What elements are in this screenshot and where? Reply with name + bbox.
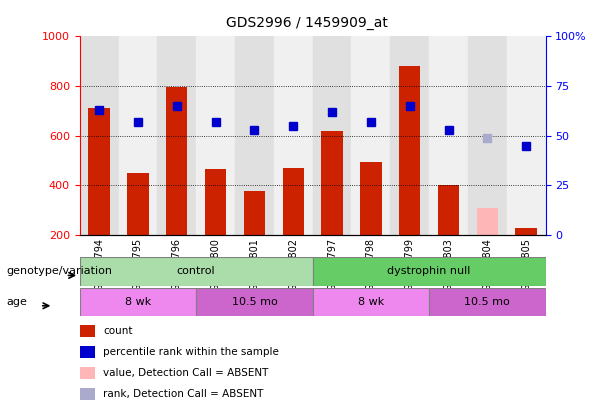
Bar	[360, 162, 381, 235]
Bar	[274, 36, 313, 235]
Bar	[128, 173, 148, 235]
Bar	[80, 346, 94, 358]
Bar	[351, 36, 390, 235]
Text: rank, Detection Call = ABSENT: rank, Detection Call = ABSENT	[103, 389, 264, 399]
Bar	[80, 288, 196, 316]
Text: value, Detection Call = ABSENT: value, Detection Call = ABSENT	[103, 368, 268, 378]
Text: age: age	[6, 297, 27, 307]
Bar	[283, 168, 304, 235]
Bar	[477, 208, 498, 235]
Bar	[205, 169, 226, 235]
Text: 8 wk: 8 wk	[125, 297, 151, 307]
Bar	[80, 367, 94, 379]
Bar	[235, 36, 274, 235]
Text: 8 wk: 8 wk	[358, 297, 384, 307]
Text: 10.5 mo: 10.5 mo	[465, 297, 510, 307]
Bar	[313, 36, 351, 235]
Bar	[438, 185, 459, 235]
Bar	[80, 257, 313, 286]
Bar	[321, 131, 343, 235]
Text: 10.5 mo: 10.5 mo	[232, 297, 277, 307]
Text: percentile rank within the sample: percentile rank within the sample	[103, 347, 279, 357]
Bar	[118, 36, 158, 235]
Bar	[313, 288, 429, 316]
Bar	[166, 87, 188, 235]
Bar	[158, 36, 196, 235]
Bar	[196, 36, 235, 235]
Text: dystrophin null: dystrophin null	[387, 266, 471, 276]
Bar	[429, 36, 468, 235]
Bar	[88, 109, 110, 235]
Text: control: control	[177, 266, 216, 276]
Bar	[399, 66, 421, 235]
Bar	[244, 191, 265, 235]
Bar	[468, 36, 507, 235]
Bar	[429, 288, 546, 316]
Text: GDS2996 / 1459909_at: GDS2996 / 1459909_at	[226, 16, 387, 30]
Bar	[80, 36, 118, 235]
Bar	[390, 36, 429, 235]
Text: count: count	[103, 326, 133, 336]
Bar	[196, 288, 313, 316]
Bar	[80, 325, 94, 337]
Bar	[313, 257, 546, 286]
Bar	[516, 228, 537, 235]
Bar	[80, 388, 94, 400]
Bar	[507, 36, 546, 235]
Text: genotype/variation: genotype/variation	[6, 266, 112, 276]
